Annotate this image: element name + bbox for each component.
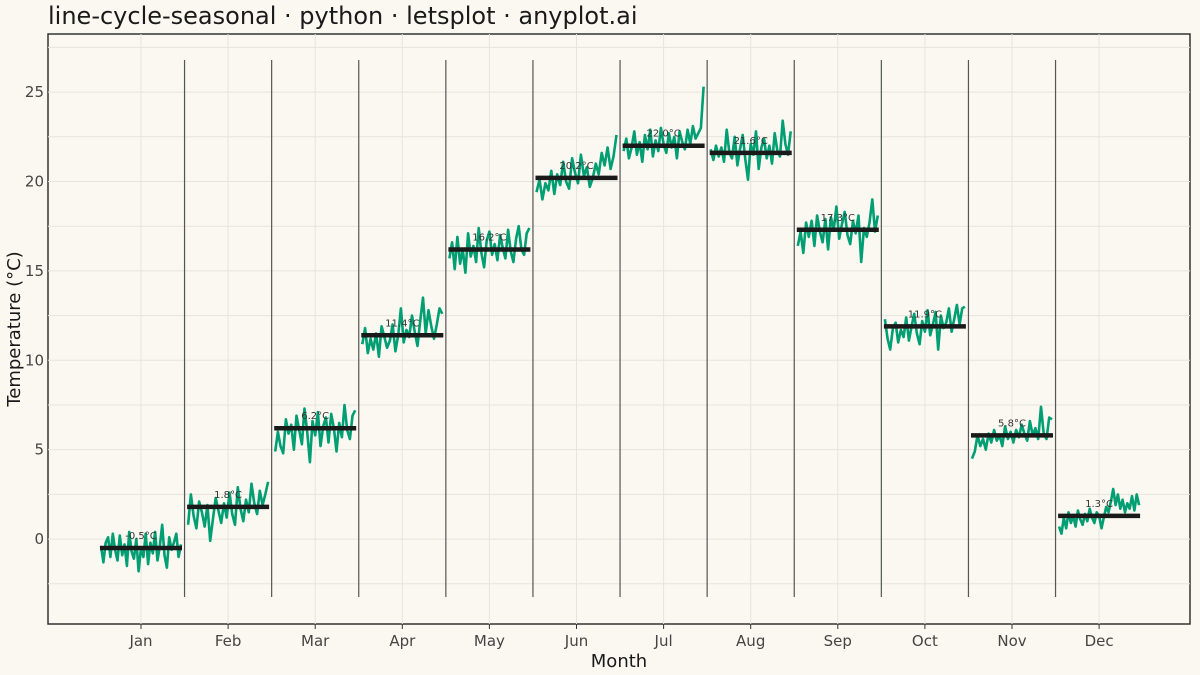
x-tick-label: Mar xyxy=(301,632,330,650)
x-tick-label: Dec xyxy=(1085,632,1114,650)
mean-label: 16.2°C xyxy=(472,232,506,243)
mean-label: 21.6°C xyxy=(734,136,768,147)
series-line-oct xyxy=(883,303,966,351)
mean-label: 5.8°C xyxy=(998,418,1026,429)
mean-label: 20.2°C xyxy=(559,161,593,172)
x-axis-title: Month xyxy=(591,651,647,672)
x-tick-label: Nov xyxy=(997,632,1026,650)
y-tick-label: 25 xyxy=(25,83,44,101)
mean-label: 22.0°C xyxy=(646,129,680,140)
y-tick-label: 10 xyxy=(25,351,44,369)
x-tick-label: Aug xyxy=(736,632,765,650)
y-tick-label: 20 xyxy=(25,173,44,191)
mean-label: 11.9°C xyxy=(908,309,942,320)
grid-lines xyxy=(48,34,1190,624)
x-tick-label: Jun xyxy=(564,632,588,650)
x-tick-label: Feb xyxy=(215,632,242,650)
series-line-mar xyxy=(273,403,357,464)
x-tick-label: Oct xyxy=(912,632,938,650)
mean-label: 1.3°C xyxy=(1085,499,1113,510)
x-tick-label: Apr xyxy=(389,632,416,650)
y-tick-label: 0 xyxy=(34,530,44,548)
mean-label: 17.3°C xyxy=(821,213,855,224)
y-tick-label: 5 xyxy=(34,441,44,459)
y-axis-ticks: 0 5 10 15 20 25 xyxy=(25,83,44,548)
mean-label: 11.4°C xyxy=(385,318,419,329)
month-separators xyxy=(183,60,1057,597)
plot-panel xyxy=(47,33,1191,625)
x-tick-label: Jan xyxy=(128,632,152,650)
x-tick-label: Jul xyxy=(654,632,673,650)
x-axis-ticks: Jan Feb Mar Apr May Jun Jul Aug Sep Oct Nov Dec xyxy=(128,624,1114,650)
y-tick-label: 15 xyxy=(25,262,44,280)
mean-label: 6.2°C xyxy=(301,411,329,422)
x-tick-label: Sep xyxy=(824,632,852,650)
monthly-means: -0.5°C 1.8°C 6.2°C 11.4°C 16.2°C 20.2°C 22.0°C… xyxy=(100,129,1141,551)
mean-label: 1.8°C xyxy=(214,490,242,501)
y-axis-title: Temperature (°C) xyxy=(4,251,25,407)
x-tick-label: May xyxy=(474,632,505,650)
chart-title: line-cycle-seasonal · python · letsplot … xyxy=(48,2,638,30)
mean-label: -0.5°C xyxy=(125,531,157,542)
